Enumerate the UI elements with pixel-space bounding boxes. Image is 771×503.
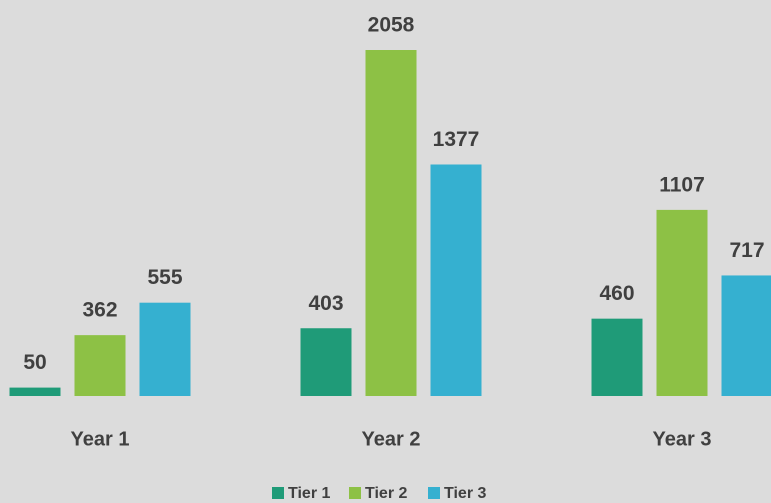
bar	[656, 209, 708, 396]
data-label: 362	[82, 299, 117, 322]
data-label: 717	[729, 239, 764, 262]
bar	[365, 50, 417, 396]
data-label: 403	[308, 292, 343, 315]
bar	[430, 164, 482, 396]
legend-swatch	[428, 487, 440, 499]
data-label: 460	[599, 282, 634, 305]
bar	[139, 302, 191, 396]
legend-label: Tier 3	[444, 485, 487, 502]
data-label: 2058	[368, 14, 415, 37]
data-label: 50	[23, 351, 46, 374]
bar	[591, 318, 643, 396]
legend-swatch	[272, 487, 284, 499]
bar	[721, 275, 771, 396]
data-label: 1107	[659, 173, 705, 196]
data-label: 1377	[433, 128, 480, 151]
legend-label: Tier 2	[365, 485, 408, 502]
x-tick-label: Year 1	[71, 428, 130, 450]
data-label: 555	[147, 266, 182, 289]
bar	[74, 335, 126, 396]
bar	[9, 387, 61, 396]
legend-label: Tier 1	[288, 485, 331, 502]
x-tick-label: Year 3	[653, 428, 712, 450]
x-tick-label: Year 2	[362, 428, 421, 450]
bar	[300, 328, 352, 396]
legend-swatch	[349, 487, 361, 499]
